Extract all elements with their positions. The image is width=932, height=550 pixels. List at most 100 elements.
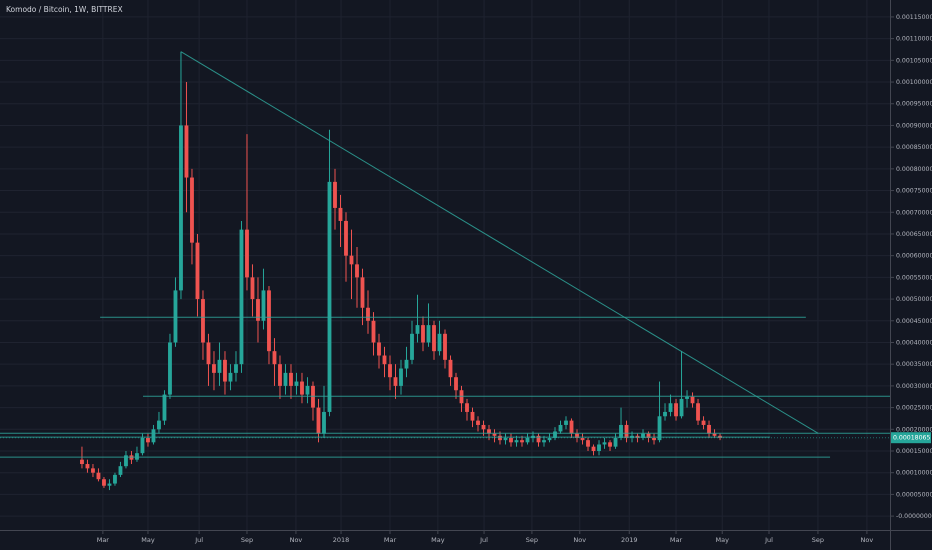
candle-body — [465, 403, 469, 412]
candle-body — [344, 220, 348, 256]
candle-body — [151, 429, 156, 443]
y-tick-label: 0.00115000 — [896, 14, 932, 21]
candle-body — [168, 342, 172, 395]
y-tick-label: 0.00100000 — [896, 79, 932, 86]
candle-body — [250, 277, 255, 300]
y-tick-label: 0.00070000 — [896, 209, 932, 216]
y-tick-label: 0.00095000 — [896, 101, 932, 108]
candle-body — [228, 372, 233, 382]
candle-body — [113, 474, 117, 484]
x-tick-label: Jul — [479, 536, 488, 544]
y-tick-label: 0.00055000 — [896, 274, 932, 281]
x-tick-label: May — [431, 536, 445, 544]
candle-body — [366, 307, 370, 321]
candle-body — [124, 455, 128, 467]
candle-body — [476, 420, 480, 425]
candle-body — [195, 242, 200, 300]
candle-body — [85, 464, 90, 469]
candle-body — [696, 403, 700, 421]
candle-body — [613, 437, 618, 447]
candle-body — [503, 437, 508, 441]
candle-body — [525, 437, 530, 443]
candle-body — [135, 453, 139, 460]
candle-body — [179, 125, 183, 291]
last-price-box — [891, 432, 931, 444]
y-tick-label: 0.00065000 — [896, 231, 932, 238]
candle-body — [619, 424, 623, 438]
candle-body — [575, 433, 579, 438]
candle-body — [333, 181, 337, 208]
candle-body — [289, 372, 293, 386]
candle-body — [393, 377, 398, 386]
candle-body — [162, 394, 167, 421]
candle-body — [448, 359, 453, 378]
candle-body — [327, 181, 332, 412]
candle-body — [542, 440, 546, 443]
candle-body — [641, 433, 645, 438]
candle-body — [206, 342, 211, 365]
candle-body — [481, 424, 486, 430]
x-tick-label: Nov — [573, 536, 586, 544]
candle-body — [432, 325, 436, 352]
candle-body — [547, 437, 552, 441]
y-tick-label: 0.00105000 — [896, 57, 932, 64]
candle-body — [305, 385, 310, 395]
candle-body — [421, 325, 425, 343]
x-tick-label: Mar — [670, 536, 683, 544]
candle-body — [591, 446, 596, 451]
candle-body — [107, 483, 112, 486]
candle-body — [349, 255, 354, 265]
candle-body — [322, 411, 326, 434]
candle-body — [399, 368, 403, 386]
candle-body — [410, 333, 414, 360]
candle-body — [608, 442, 612, 447]
candle-body — [190, 177, 194, 243]
candle-body — [157, 420, 161, 430]
candle-body — [294, 381, 299, 386]
x-tick-label: May — [141, 536, 155, 544]
candle-body — [140, 437, 145, 454]
y-tick-label: 0.00010000 — [896, 470, 932, 477]
candle-body — [454, 377, 458, 391]
candle-body — [146, 437, 150, 443]
candle-body — [652, 437, 656, 441]
candle-body — [668, 403, 673, 412]
candle-body — [514, 440, 519, 443]
candle-body — [239, 229, 244, 365]
candle-body — [707, 424, 711, 434]
y-tick-label: 0.00110000 — [896, 36, 932, 43]
trend-line — [180, 51, 819, 434]
candle-body — [388, 364, 392, 378]
candle-body — [657, 416, 662, 441]
candle-body — [701, 420, 706, 425]
y-tick-label: 0.00015000 — [896, 448, 932, 455]
candle-body — [173, 290, 178, 343]
candle-body — [679, 398, 684, 417]
y-tick-label: 0.00075000 — [896, 188, 932, 195]
candle-body — [212, 364, 216, 373]
candle-body — [426, 325, 431, 343]
last-price-label: 0.00018065 — [893, 435, 930, 442]
candle-body — [377, 342, 381, 356]
candle-body — [624, 424, 629, 438]
candle-body — [316, 407, 321, 434]
y-tick-label: 0.00035000 — [896, 361, 932, 368]
x-tick-label: Mar — [384, 536, 397, 544]
candle-body — [91, 468, 95, 473]
y-tick-label: 0.00040000 — [896, 339, 932, 346]
candle-body — [272, 351, 277, 365]
candle-body — [569, 420, 574, 434]
candle-body — [102, 479, 106, 486]
candle-body — [663, 411, 667, 417]
x-tick-label: 2018 — [333, 536, 350, 544]
y-tick-label: 0.00085000 — [896, 144, 932, 151]
candle-body — [234, 364, 238, 373]
x-tick-label: 2019 — [621, 536, 638, 544]
x-tick-label: Nov — [861, 536, 874, 544]
candle-body — [355, 264, 359, 278]
candle-body — [201, 299, 205, 343]
candle-body — [564, 420, 568, 425]
candle-body — [360, 277, 365, 308]
candle-body — [223, 359, 227, 382]
